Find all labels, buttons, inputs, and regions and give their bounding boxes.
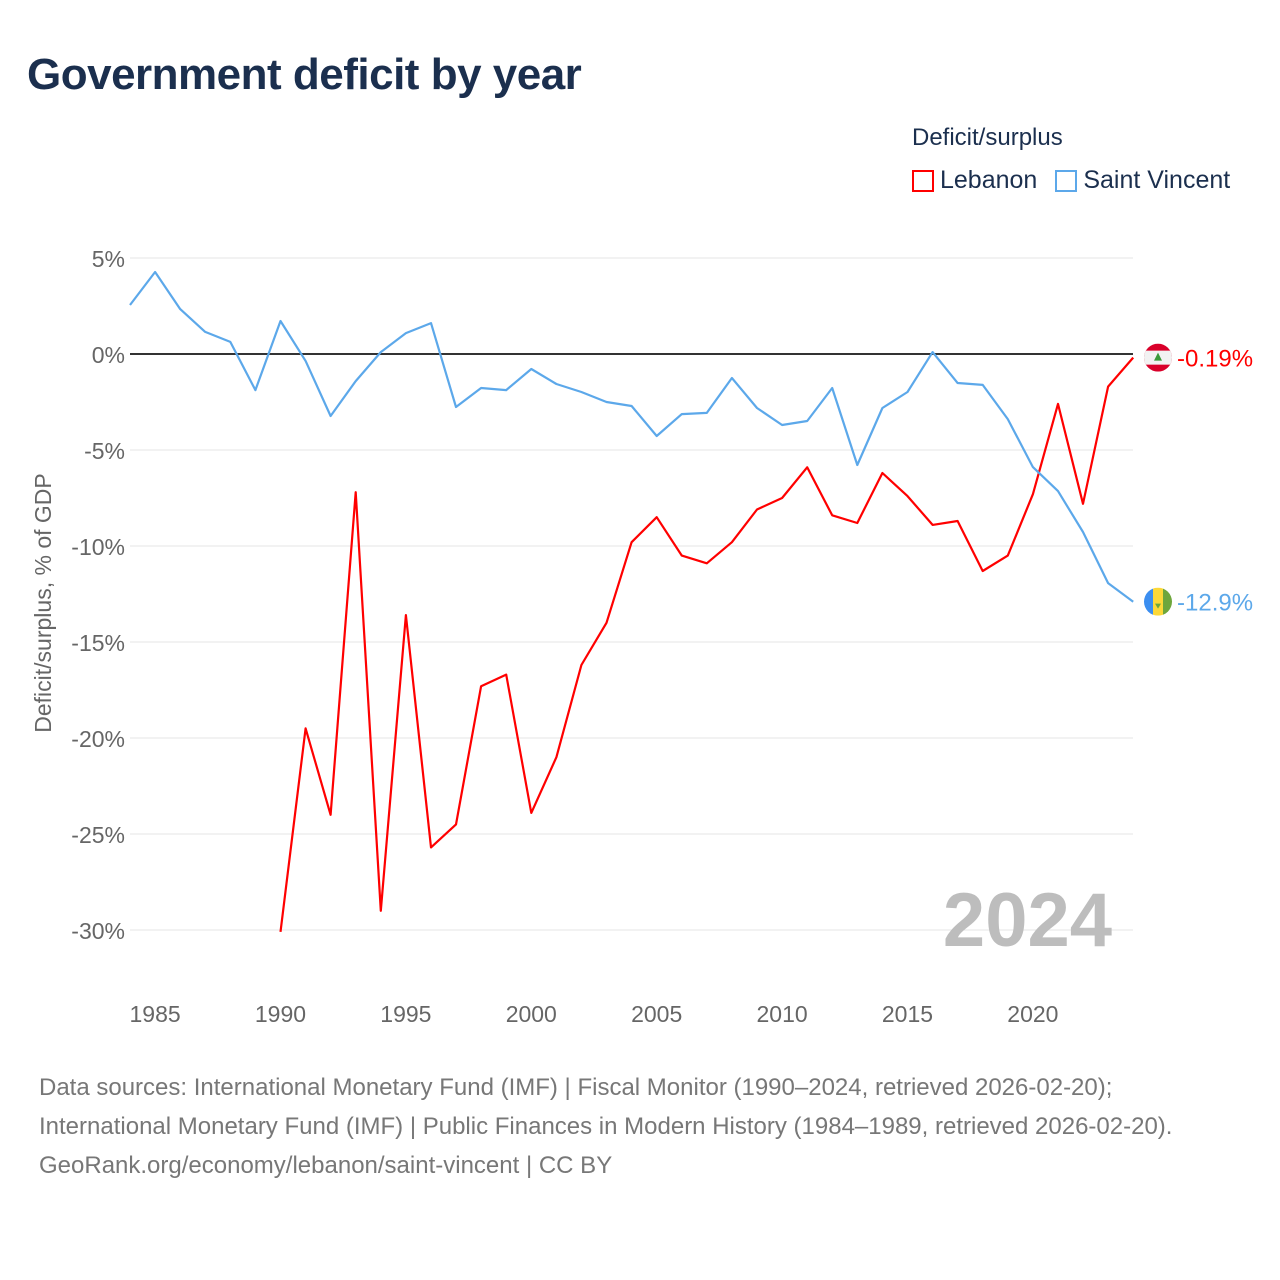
y-tick-label: -30% [71, 918, 125, 944]
series-line-lebanon [279, 356, 1135, 933]
y-tick-label: -5% [84, 438, 125, 464]
end-value-label: -12.9% [1177, 590, 1253, 617]
x-tick-label: 2010 [756, 1001, 807, 1027]
x-tick-label: 2005 [631, 1001, 682, 1027]
legend-swatch-saint-vincent [1055, 169, 1078, 192]
credit-link[interactable]: GeoRank.org/economy/lebanon/saint-vincen… [39, 1152, 613, 1179]
lebanon-flag-icon [1144, 343, 1172, 372]
x-tick-label: 1990 [255, 1001, 306, 1027]
x-tick-label: 2015 [882, 1001, 933, 1027]
x-tick-label: 1985 [129, 1001, 180, 1027]
y-tick-label: -15% [71, 630, 125, 656]
legend-label: Lebanon [940, 166, 1038, 194]
chart-title: Government deficit by year [27, 50, 582, 99]
y-axis-label: Deficit/surplus, % of GDP [30, 473, 56, 732]
x-tick-label: 2000 [506, 1001, 557, 1027]
series-line-saint-vincent [129, 270, 1134, 603]
y-tick-label: 0% [92, 342, 125, 368]
year-annotation: 2024 [943, 878, 1112, 963]
saint-vincent-flag-icon [1144, 587, 1172, 616]
y-tick-label: -20% [71, 726, 125, 752]
line-chart: 5% 0% -5% -10% -15% -20% -25% -30% 1985 1990 1995 2… [30, 246, 1253, 1027]
end-value-label: -0.19% [1177, 346, 1253, 373]
legend-item-lebanon[interactable]: Lebanon [912, 166, 1037, 195]
legend-item-saint-vincent[interactable]: Saint Vincent [1055, 166, 1230, 195]
data-sources: Data sources: International Monetary Fun… [39, 1074, 1173, 1140]
legend-swatch-lebanon [912, 169, 934, 192]
x-tick-label: 2020 [1007, 1001, 1058, 1027]
footer: Data sources: International Monetary Fun… [39, 1068, 1239, 1185]
y-tick-label: -25% [71, 822, 125, 848]
legend: Lebanon Saint Vincent [912, 166, 1230, 195]
legend-title: Deficit/surplus [912, 124, 1063, 151]
legend-label: Saint Vincent [1083, 166, 1231, 194]
y-tick-label: -10% [71, 534, 125, 560]
x-tick-label: 1995 [380, 1001, 431, 1027]
y-tick-label: 5% [92, 246, 125, 272]
